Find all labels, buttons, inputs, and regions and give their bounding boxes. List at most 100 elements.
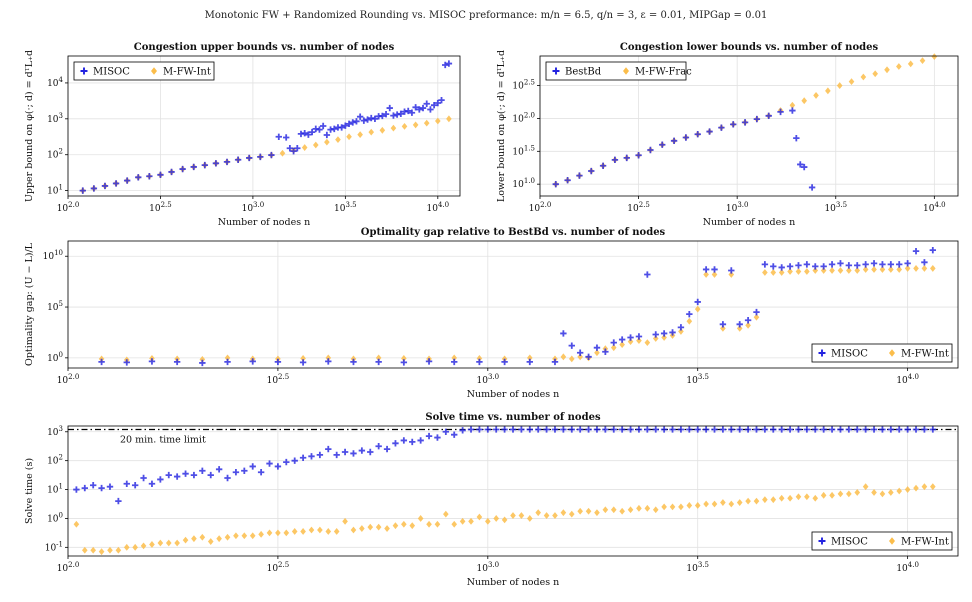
upper-xtick-label: 102.5 <box>149 201 172 214</box>
lower-bestbd-point <box>797 161 804 168</box>
time-misoc-point <box>870 426 878 433</box>
time-m-fw-int-point <box>879 490 886 498</box>
time-misoc-point <box>383 445 391 453</box>
gap-xtick-label: 104.0 <box>896 373 919 386</box>
upper-misoc-point <box>268 151 275 159</box>
upper-ylabel: Upper bound on φ(·; d) = dᵀL₊d <box>24 50 35 202</box>
lower-title: Congestion lower bounds vs. number of no… <box>620 42 879 53</box>
gap-m-fw-int-point <box>753 313 760 321</box>
time-m-fw-int-point <box>140 542 147 550</box>
gap-misoc-point <box>854 262 861 269</box>
upper-misoc-point <box>371 115 379 123</box>
time-m-fw-int-point <box>493 515 500 522</box>
time-m-fw-int-point <box>199 533 206 541</box>
time-ylabel: Solve time (s) <box>24 458 35 524</box>
time-misoc-point <box>770 426 777 433</box>
time-misoc-point <box>484 426 492 433</box>
lower-bestbd-point <box>741 119 749 126</box>
time-m-fw-int-point <box>401 520 407 528</box>
upper-misoc-point <box>416 106 423 113</box>
upper-misoc-point <box>386 104 393 112</box>
lower-bestbd-point <box>564 177 571 184</box>
upper-misoc-point <box>397 110 405 117</box>
gap-m-fw-int-point <box>199 355 206 363</box>
time-legend-marker <box>889 537 895 545</box>
gap-misoc-point <box>199 359 206 367</box>
lower-m-fw-frac-point <box>884 66 890 74</box>
time-m-fw-int-point <box>291 528 298 535</box>
lower-legend-marker <box>623 67 629 75</box>
time-m-fw-int-point <box>568 510 575 518</box>
time-m-fw-int-point <box>661 503 667 511</box>
time-m-fw-int-point <box>115 546 122 554</box>
time-m-fw-int-point <box>728 500 735 508</box>
time-m-fw-int-point <box>552 512 558 519</box>
lower-bestbd-point <box>552 180 559 188</box>
gap-m-fw-int-point <box>829 267 835 274</box>
upper-legend-label: M-FW-Int <box>163 67 211 78</box>
time-misoc-point <box>669 426 676 433</box>
gap-misoc-point <box>551 358 559 366</box>
time-misoc-point <box>921 426 928 433</box>
upper-misoc-point <box>323 131 331 139</box>
time-misoc-point <box>375 443 382 450</box>
upper-misoc-point <box>434 99 442 107</box>
gap-m-fw-int-point <box>778 269 785 276</box>
upper-m-fw-int-point <box>446 115 452 123</box>
time-misoc-point <box>534 426 542 433</box>
time-misoc-point <box>140 474 147 482</box>
upper-legend-label: MISOC <box>93 67 130 78</box>
time-m-fw-int-point <box>669 503 676 511</box>
upper-misoc-point <box>356 113 364 120</box>
upper-misoc-point <box>338 124 345 131</box>
upper-xlabel: Number of nodes n <box>218 217 311 228</box>
time-m-fw-int-point <box>434 520 441 528</box>
time-misoc-point <box>744 426 752 433</box>
lower-xtick-label: 103.0 <box>726 201 749 214</box>
time-misoc-point <box>115 497 122 505</box>
time-m-fw-int-point <box>317 526 323 534</box>
gap-misoc-point <box>812 263 819 270</box>
time-misoc-point <box>308 453 315 460</box>
upper-misoc-point <box>212 160 220 167</box>
time-m-fw-int-point <box>510 512 516 519</box>
time-m-fw-int-point <box>501 516 508 524</box>
gap-m-fw-int-point <box>694 305 701 313</box>
time-m-fw-int-point <box>610 506 617 514</box>
lower-legend-label: BestBd <box>565 67 602 78</box>
gap-m-fw-int-point <box>636 337 642 344</box>
gap-m-fw-int-point <box>854 267 861 274</box>
lower-m-fw-frac-point <box>789 101 796 109</box>
upper-misoc-point <box>112 180 120 187</box>
gap-misoc-point <box>728 267 735 274</box>
time-m-fw-int-point <box>535 509 541 517</box>
time-misoc-point <box>660 426 668 433</box>
gap-misoc-point <box>350 358 357 366</box>
gap-m-fw-int-point <box>610 344 617 352</box>
lower-xtick-label: 104.0 <box>923 201 946 214</box>
upper-legend-box <box>73 61 215 81</box>
upper-misoc-point <box>146 173 153 180</box>
time-m-fw-int-point <box>275 529 281 537</box>
time-m-fw-int-point <box>98 548 105 556</box>
gap-misoc-point <box>451 358 458 366</box>
time-m-fw-int-point <box>174 539 180 547</box>
gap-misoc-point <box>148 358 156 365</box>
gap-misoc-point <box>299 359 307 366</box>
time-m-fw-int-point <box>560 509 567 517</box>
time-m-fw-int-point <box>241 532 248 540</box>
upper-m-fw-int-point <box>357 131 363 139</box>
upper-xtick-label: 102.0 <box>57 201 80 214</box>
upper-misoc-point <box>353 118 360 125</box>
time-misoc-point <box>148 480 156 487</box>
time-misoc-point <box>459 427 466 434</box>
time-m-fw-int-point <box>258 530 264 538</box>
time-m-fw-int-point <box>359 525 365 532</box>
upper-m-fw-int-point <box>379 126 386 134</box>
lower-bestbd-point <box>801 163 808 171</box>
gap-legend-label: M-FW-Int <box>901 349 949 360</box>
gap-misoc-point <box>274 358 282 366</box>
time-misoc-point <box>677 426 685 433</box>
time-m-fw-int-point <box>333 528 340 535</box>
time-chart: Solve time vs. number of nodes Number of … <box>24 412 959 588</box>
